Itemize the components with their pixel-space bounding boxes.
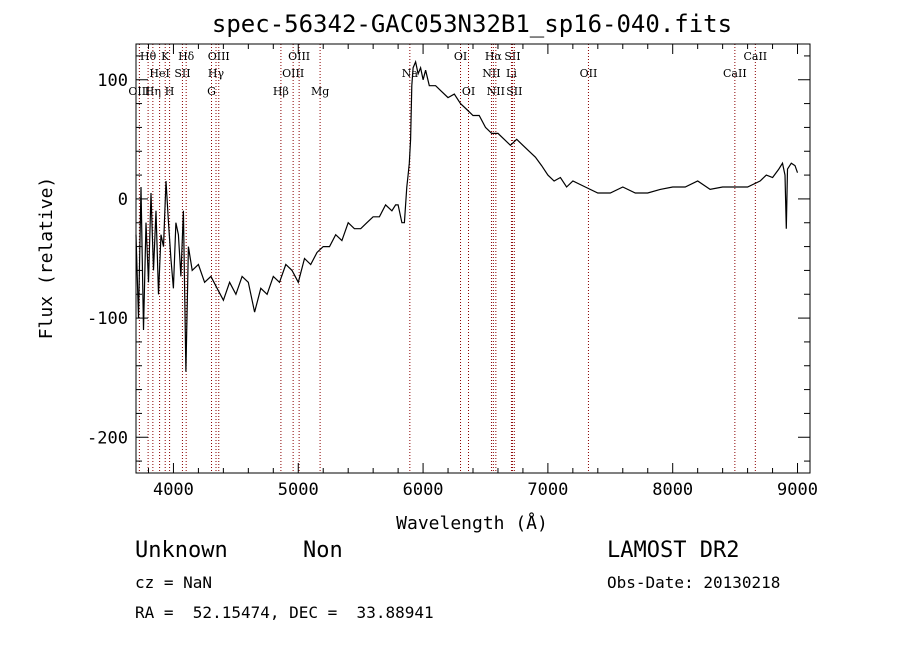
line-marker-label: SII bbox=[174, 67, 190, 80]
obs-date: Obs-Date: 20130218 bbox=[607, 573, 781, 592]
x-tick-label: 4000 bbox=[153, 480, 194, 500]
survey-label: LAMOST DR2 bbox=[607, 538, 740, 563]
line-marker-label: NII bbox=[487, 85, 505, 98]
line-marker-label: K bbox=[161, 50, 170, 63]
y-tick-label: 100 bbox=[97, 71, 128, 91]
x-tick-label: 7000 bbox=[527, 480, 568, 500]
y-tick-label: 0 bbox=[118, 190, 128, 210]
line-marker-label: Hγ bbox=[208, 67, 225, 80]
line-marker-label: SII bbox=[506, 85, 522, 98]
plot-frame bbox=[135, 43, 811, 474]
x-tick-label: 5000 bbox=[278, 480, 319, 500]
line-marker-label: Hα bbox=[485, 50, 503, 63]
redshift-value: cz = NaN bbox=[135, 573, 213, 592]
x-tick-label: 8000 bbox=[652, 480, 693, 500]
line-marker-label: SII bbox=[504, 50, 520, 63]
spectral-line-markers: OIII Hθ Hη HeI K H SII Hδ G Hγ OIII Hβ OIII OIII Mg Na O… bbox=[128, 44, 767, 473]
line-marker-label: HeI bbox=[149, 67, 169, 80]
line-marker-label: CaII bbox=[723, 67, 747, 80]
subclass-label: Non bbox=[303, 538, 343, 563]
line-marker-label: OIII bbox=[288, 50, 310, 63]
line-marker-label: H bbox=[165, 85, 175, 98]
line-marker-label: CaII bbox=[743, 50, 767, 63]
line-marker-label: OIII bbox=[128, 85, 150, 98]
y-tick-label: -100 bbox=[87, 309, 128, 329]
line-marker-label: NII bbox=[482, 67, 500, 80]
spectrum-line bbox=[135, 59, 799, 372]
line-marker-label: Mg bbox=[311, 85, 329, 98]
line-marker-label: OIII bbox=[208, 50, 230, 63]
line-marker-label: OI bbox=[454, 50, 467, 63]
line-marker-label: Hβ bbox=[273, 85, 289, 98]
class-label: Unknown bbox=[135, 538, 228, 563]
line-marker-label: Na bbox=[402, 67, 419, 80]
line-marker-label: Hδ bbox=[178, 50, 195, 63]
coordinates: RA = 52.15474, DEC = 33.88941 bbox=[135, 603, 434, 622]
chart-title: spec-56342-GAC053N32B1_sp16-040.fits bbox=[212, 10, 732, 38]
x-axis-label: Wavelength (Å) bbox=[396, 512, 548, 534]
spectrum-series bbox=[135, 59, 799, 372]
line-marker-label: Hη bbox=[145, 85, 161, 98]
line-marker-label: Hθ bbox=[140, 50, 157, 63]
y-axis-label: Flux (relative) bbox=[36, 177, 57, 340]
x-axis: 4000 5000 6000 7000 8000 9000 bbox=[147, 44, 818, 500]
x-tick-label: 6000 bbox=[403, 480, 444, 500]
line-marker-label: OIII bbox=[282, 67, 304, 80]
x-tick-label: 9000 bbox=[777, 480, 818, 500]
y-tick-label: -200 bbox=[87, 428, 128, 448]
line-marker-label: Li bbox=[506, 67, 517, 80]
line-marker-label: G bbox=[207, 85, 216, 98]
spectrum-chart: spec-56342-GAC053N32B1_sp16-040.fits OII… bbox=[36, 10, 818, 534]
line-marker-label: OI bbox=[462, 85, 475, 98]
y-axis: -200 -100 0 100 bbox=[87, 55, 810, 462]
line-marker-label: OII bbox=[580, 67, 598, 80]
